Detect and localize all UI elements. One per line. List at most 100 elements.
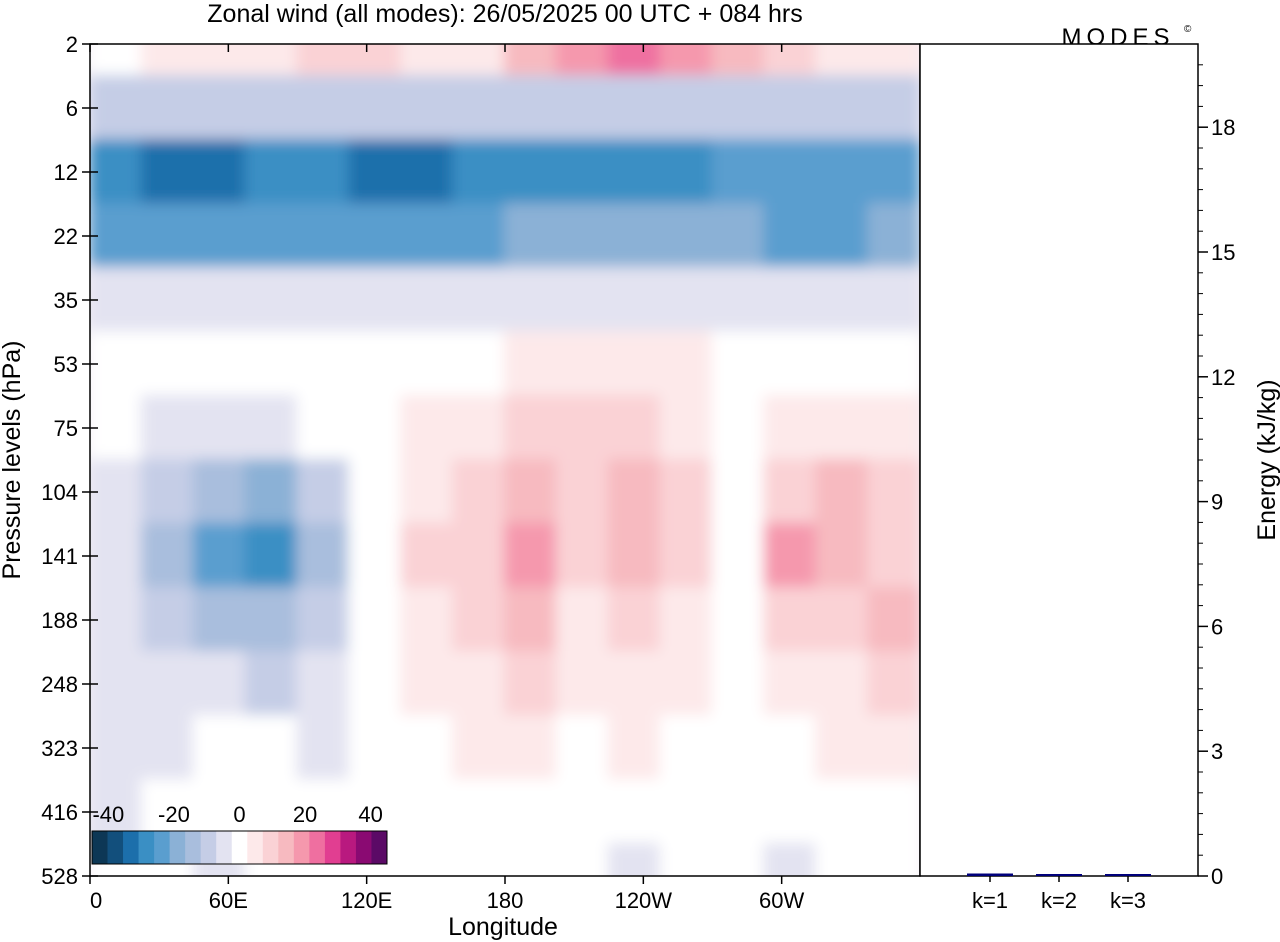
heatmap-cell [763, 44, 818, 77]
y-tick-label: 104 [41, 480, 78, 505]
y-tick-label: 188 [41, 608, 78, 633]
heatmap-cell [555, 203, 610, 269]
heatmap-cell [815, 203, 870, 269]
heatmap-cell [867, 651, 920, 717]
heatmap-cell [400, 395, 455, 461]
heatmap-cell [711, 651, 766, 717]
heatmap-cell [296, 523, 351, 589]
heatmap-cell [296, 459, 351, 525]
heatmap-cell [400, 267, 455, 333]
heatmap-cell [192, 267, 247, 333]
heatmap-cell [400, 779, 455, 845]
heatmap-cell [555, 331, 610, 397]
heatmap-cell [348, 715, 403, 781]
colorbar-cells [92, 831, 388, 864]
y-axis-label: Pressure levels (hPa) [0, 341, 26, 580]
heatmap-cell [140, 44, 195, 77]
heatmap-cell [711, 395, 766, 461]
heatmap-cell [815, 139, 870, 205]
colorbar-swatch [371, 831, 388, 864]
heatmap-cell [244, 44, 299, 77]
colorbar-swatch [185, 831, 202, 864]
colorbar-tick-label: 20 [293, 802, 317, 827]
heatmap-cell [867, 523, 920, 589]
heatmap-cell [348, 587, 403, 653]
heatmap-cell [763, 331, 818, 397]
colorbar-swatch [340, 831, 357, 864]
y-tick-label: 35 [54, 288, 78, 313]
heatmap-cell [815, 587, 870, 653]
heatmap-cell [763, 395, 818, 461]
colorbar-swatch [169, 831, 186, 864]
heatmap-cell [192, 395, 247, 461]
colorbar-swatch [278, 831, 295, 864]
heatmap-cell [711, 203, 766, 269]
heatmap-cell [607, 75, 662, 141]
colorbar-swatch [293, 831, 310, 864]
heatmap-cell [90, 715, 143, 781]
heatmap-cell [400, 651, 455, 717]
heatmap-cell [140, 715, 195, 781]
heatmap-cell [867, 715, 920, 781]
heatmap-cell [296, 651, 351, 717]
heatmap-cell [763, 715, 818, 781]
heatmap-cell [711, 331, 766, 397]
energy-bar [1105, 874, 1151, 876]
modes-logo-mark: © [1184, 24, 1192, 35]
heatmap-cell [400, 715, 455, 781]
heatmap-cell [192, 331, 247, 397]
heatmap-cell [452, 267, 506, 333]
x-tick-label: 60E [209, 888, 248, 913]
heatmap-cell [348, 203, 403, 269]
heatmap-cell [452, 779, 506, 845]
heatmap-cell [90, 139, 143, 205]
heatmap-cell [400, 331, 455, 397]
heatmap-cell [452, 75, 506, 141]
heatmap-cell [504, 843, 558, 876]
heatmap-cell [296, 44, 351, 77]
heatmap-cell [296, 203, 351, 269]
heatmap-cell [763, 587, 818, 653]
heatmap-cell [348, 139, 403, 205]
heatmap-cell [659, 395, 714, 461]
energy-tick-label: 3 [1211, 739, 1223, 764]
heatmap-cell [348, 44, 403, 77]
heatmap-cell [763, 267, 818, 333]
colorbar-tick-label: 0 [233, 802, 245, 827]
heatmap-cell [711, 843, 766, 876]
heatmap-cells [90, 44, 920, 876]
heatmap-cell [607, 139, 662, 205]
heatmap-cell [192, 651, 247, 717]
heatmap-cell [452, 587, 506, 653]
heatmap-cell [815, 331, 870, 397]
heatmap-cell [90, 44, 143, 77]
colorbar-swatch [262, 831, 279, 864]
energy-bars [967, 873, 1151, 876]
energy-tick-label: 9 [1211, 490, 1223, 515]
heatmap-cell [296, 395, 351, 461]
heatmap-cell [296, 715, 351, 781]
heatmap-cell [867, 203, 920, 269]
heatmap-cell [348, 331, 403, 397]
heatmap-cell [504, 395, 558, 461]
heatmap-cell [815, 267, 870, 333]
heatmap-cell [867, 395, 920, 461]
heatmap-cell [555, 587, 610, 653]
heatmap-cell [452, 203, 506, 269]
energy-tick-label: 0 [1211, 864, 1223, 889]
heatmap-cell [140, 331, 195, 397]
heatmap-cell [659, 139, 714, 205]
heatmap-cell [400, 587, 455, 653]
x-tick-label: 120E [341, 888, 392, 913]
heatmap-cell [607, 44, 662, 77]
heatmap-cell [607, 779, 662, 845]
colorbar-swatch [107, 831, 124, 864]
heatmap-cell [504, 715, 558, 781]
heatmap-cell [90, 267, 143, 333]
colorbar-tick-label: -40 [92, 802, 124, 827]
heatmap-cell [711, 44, 766, 77]
heatmap-cell [815, 459, 870, 525]
heatmap-cell [504, 523, 558, 589]
heatmap-cell [867, 459, 920, 525]
